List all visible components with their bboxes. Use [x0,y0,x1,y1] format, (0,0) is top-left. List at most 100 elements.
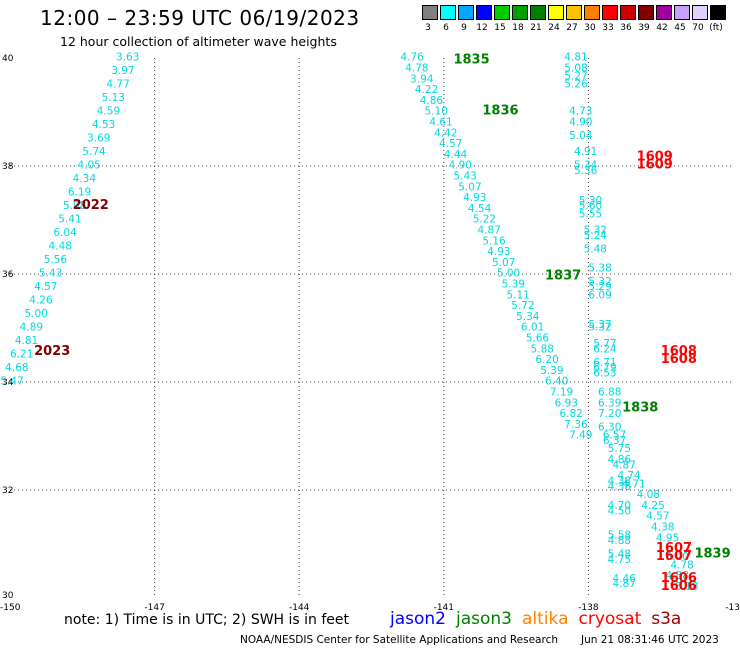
swh-value: 4.38 [608,481,631,493]
y-tick-label: 36 [2,270,14,280]
swh-value: 7.19 [550,387,573,399]
swh-value: 5.72 [511,300,534,312]
swh-value: 4.73 [569,106,592,118]
satellite-label: altika [522,609,569,629]
pass-label: 1609 [637,158,673,173]
legend-swatch [458,5,474,20]
swh-value: 5.27 [564,71,587,83]
swh-value: 6.82 [559,408,582,420]
swh-value: 6.79 [593,362,616,374]
chart-title: 12:00 – 23:59 UTC 06/19/2023 [40,6,360,30]
swh-value: 4.75 [608,554,631,566]
swh-value: 4.68 [5,362,28,374]
chart-subtitle: 12 hour collection of altimeter wave hei… [60,34,337,49]
legend-swatch [476,5,492,20]
swh-value: 4.87 [613,578,636,590]
pass-label: 1609 [637,150,673,165]
pass-label: 1835 [453,52,489,67]
swh-value: 5.26 [564,79,588,91]
legend-swatch [512,5,528,20]
satellite-label: s3a [651,609,682,629]
swh-value: 4.90 [569,117,592,129]
x-tick-label: -141 [434,603,454,613]
legend-label: 42 [656,23,668,33]
pass-label: 1838 [622,401,658,416]
legend-label: 36 [620,23,632,33]
swh-value: 3.69 [87,133,110,145]
swh-value: 6.21 [10,349,33,361]
swh-value: 5.10 [425,106,448,118]
swh-value: 4.44 [444,149,468,161]
swh-value: 6.57 [603,430,626,442]
swh-value: 6.19 [68,187,91,199]
x-tick-label: -144 [289,603,310,613]
legend-label: 70 [692,23,704,33]
swh-value: 6.39 [598,397,621,409]
pass-label: 1606 [661,579,697,594]
swh-value: 4.42 [434,127,457,139]
swh-value: 4.81 [15,335,38,347]
swh-value: 4.57 [646,511,669,523]
y-tick-label: 32 [2,486,13,496]
x-tick-label: -138 [578,603,599,613]
swh-value: 4.90 [449,160,472,172]
swh-value: 6.04 [53,227,77,239]
swh-value: 5.41 [58,214,81,226]
swh-value: 4.50 [608,505,631,517]
legend-swatch [440,5,456,20]
swh-value: 4.54 [468,203,492,215]
y-tick-label: 38 [2,162,14,172]
swh-value: 7.49 [569,430,592,442]
swh-value: 3.97 [111,65,134,77]
swh-value: 5.40 [666,551,689,563]
swh-value: 5.32 [588,322,611,334]
swh-value: 4.86 [608,454,632,466]
swh-value: 6.30 [598,422,621,434]
swh-value: 5.39 [540,365,563,377]
pass-label: 1607 [656,549,692,564]
legend-label: 21 [530,23,542,33]
swh-value: 4.93 [463,192,486,204]
legend-label: 24 [548,23,560,33]
credit-text: NOAA/NESDIS Center for Satellite Applica… [240,634,558,646]
pass-label: 1839 [694,547,730,562]
swh-value: 4.74 [617,470,641,482]
legend-label: 18 [512,23,524,33]
swh-value: 4.78 [670,559,693,571]
swh-value: 4.95 [656,532,679,544]
swh-value: 4.08 [637,489,660,501]
swh-value: 5.74 [82,146,106,158]
legend-label: 6 [443,23,449,33]
swh-value: 3.63 [116,52,139,64]
swh-value: 4.53 [92,119,115,131]
swh-value: 4.05 [77,160,100,172]
y-tick-label: 40 [2,54,14,64]
swh-value: 6.40 [545,376,568,388]
swh-value: 4.48 [49,241,72,253]
swh-value: 5.34 [574,160,598,172]
swh-value: 5.60 [579,200,602,212]
swh-value: 4.88 [666,570,689,582]
swh-value: 4.71 [622,478,645,490]
swh-value: 7.36 [564,419,588,431]
swh-value: 5.24 [584,230,608,242]
swh-value: 5.66 [526,333,550,345]
swh-value: 4.61 [429,117,452,129]
legend-swatch [620,5,636,20]
swh-value: 5.48 [584,243,607,255]
swh-value: 5.43 [453,171,476,183]
swh-value: 5.75 [608,443,631,455]
swh-value: 4.77 [106,79,129,91]
x-tick-label: -13 [725,603,740,613]
pass-label: 1607 [656,541,692,556]
swh-value: 6.09 [588,289,611,301]
swh-value: 6.71 [593,357,616,369]
credit-timestamp: Jun 21 08:31:46 UTC 2023 [581,634,719,646]
swh-value: 4.25 [641,500,664,512]
swh-value: 5.07 [492,257,515,269]
swh-value: 4.89 [20,322,43,334]
swh-value: 5.22 [473,214,496,226]
swh-value: 4.87 [478,225,501,237]
legend-label: (ft) [709,23,723,33]
